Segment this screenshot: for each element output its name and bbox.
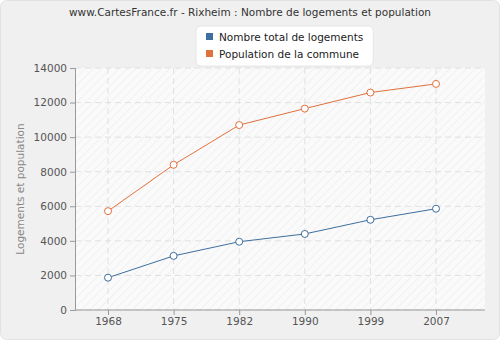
tick-label: 1990 [292,315,319,327]
x-axis: 1968 1975 1982 1990 1999 2007 [75,310,485,327]
y-tick: 2000 [40,269,75,281]
x-tick: 1982 [226,310,253,327]
background [1,1,500,340]
tick-label: 1982 [226,315,253,327]
title: www.CartesFrance.fr - Rixheim : Nombre d… [69,6,431,18]
grid-line [75,102,485,103]
tick-mark [70,206,75,207]
point-marker [105,208,112,215]
tick-label: 6000 [40,200,67,212]
tick-label: 2000 [40,269,67,281]
tick-mark [70,68,75,69]
tick-mark [70,275,75,276]
tick-mark [174,310,175,315]
x-tick: 1968 [95,310,122,327]
tick-label: 4000 [40,235,67,247]
y-tick: 8000 [40,166,75,178]
axis-line [75,310,485,311]
tick-mark [370,310,371,315]
tick-label: 12000 [34,96,67,108]
point-marker [170,161,177,168]
y-axis-title: Logements et population [14,123,26,254]
tick-label: 0 [60,304,67,316]
x-tick: 1990 [292,310,319,327]
point-marker [433,80,440,87]
legend-swatch [206,33,213,40]
chart: 0 2000 4000 6000 8000 10000 12000 14000 1968 1975… [0,0,500,340]
tick-label: 1999 [358,315,385,327]
point-marker [367,216,374,223]
y-tick: 10000 [34,131,75,143]
tick-label: 8000 [40,166,67,178]
grid-line [75,275,485,276]
x-tick: 1999 [358,310,385,327]
y-tick: 6000 [40,200,75,212]
grid-line [239,68,240,310]
grid-line [75,310,485,311]
tick-mark [70,172,75,173]
tick-label: 1975 [161,315,188,327]
y-tick: 4000 [40,235,75,247]
tick-label: 14000 [34,62,67,74]
series-line [108,84,436,211]
plot-area [75,68,485,310]
point-marker [236,238,243,245]
grid-line [370,68,371,310]
point-marker [367,89,374,96]
grid-line [436,68,437,310]
series-line [108,209,436,278]
x-tick: 2007 [423,310,450,327]
point-marker [105,274,112,281]
y-tick: 12000 [34,96,75,108]
grid [75,68,485,310]
legend-label: Nombre total de logements [219,31,363,43]
grid-line [304,68,305,310]
point-marker [301,230,308,237]
legend-box [196,26,373,66]
tick-mark [70,137,75,138]
point-marker [170,252,177,259]
point-marker [433,205,440,212]
point-marker [301,105,308,112]
tick-label: 2007 [423,315,450,327]
tick-mark [108,310,109,315]
grid-line [173,68,174,310]
grid-line [75,240,485,241]
grid-line [75,206,485,207]
legend: Nombre total de logements Population de l… [196,26,373,66]
tick-mark [70,310,75,311]
point-marker [236,122,243,129]
tick-mark [239,310,240,315]
tick-mark [70,103,75,104]
x-tick: 1975 [161,310,188,327]
tick-label: 10000 [34,131,67,143]
y-axis: 0 2000 4000 6000 8000 10000 12000 14000 [34,62,76,316]
y-tick: 0 [60,304,75,316]
grid-line [75,137,485,138]
legend-label: Population de la commune [219,48,359,60]
tick-mark [305,310,306,315]
grid-line [75,171,485,172]
series-group [105,80,440,281]
tick-label: 1968 [95,315,122,327]
axis-line [70,69,76,311]
legend-swatch [206,50,213,57]
grid-line [75,68,485,69]
tick-mark [436,310,437,315]
tick-mark [70,241,75,242]
y-tick: 14000 [34,62,75,74]
